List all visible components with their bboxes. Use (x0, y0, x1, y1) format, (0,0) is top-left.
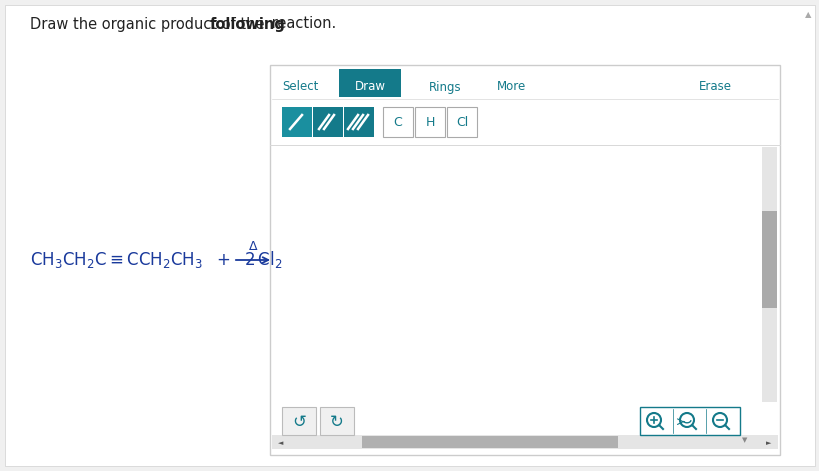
Bar (761, 147, 776, 402)
Text: Erase: Erase (698, 81, 731, 94)
Text: ▼: ▼ (741, 437, 747, 443)
Bar (361, 436, 618, 448)
Bar (382, 107, 413, 137)
Text: reaction.: reaction. (267, 16, 336, 32)
Text: ↻: ↻ (330, 413, 343, 431)
Text: ▲: ▲ (803, 10, 810, 19)
Bar (761, 211, 776, 308)
Text: ↺: ↺ (292, 413, 305, 431)
Text: ►: ► (766, 440, 771, 446)
Bar (272, 435, 290, 449)
Bar (282, 107, 311, 137)
Text: ◄: ◄ (278, 440, 283, 446)
Bar (414, 107, 445, 137)
Text: Draw: Draw (354, 81, 385, 94)
Text: More: More (497, 81, 526, 94)
Text: $\mathregular{CH_3CH_2C{\equiv}CCH_2CH_3\ \ +\ \ 2\,Cl_2}$: $\mathregular{CH_3CH_2C{\equiv}CCH_2CH_3… (30, 250, 282, 270)
Text: Cl: Cl (455, 116, 468, 130)
Bar (272, 435, 777, 449)
Text: Rings: Rings (428, 81, 461, 94)
Bar (269, 65, 779, 455)
Bar (344, 107, 373, 137)
Text: Draw the organic product of the: Draw the organic product of the (30, 16, 269, 32)
Text: Δ: Δ (248, 239, 257, 252)
Bar (338, 69, 400, 97)
Bar (313, 107, 342, 137)
Text: H: H (425, 116, 434, 130)
Text: C: C (393, 116, 402, 130)
Bar (639, 407, 739, 435)
Bar (446, 107, 477, 137)
Bar (319, 407, 354, 435)
Bar (759, 435, 777, 449)
Bar (282, 407, 315, 435)
Text: following: following (210, 16, 285, 32)
Text: Select: Select (282, 81, 318, 94)
